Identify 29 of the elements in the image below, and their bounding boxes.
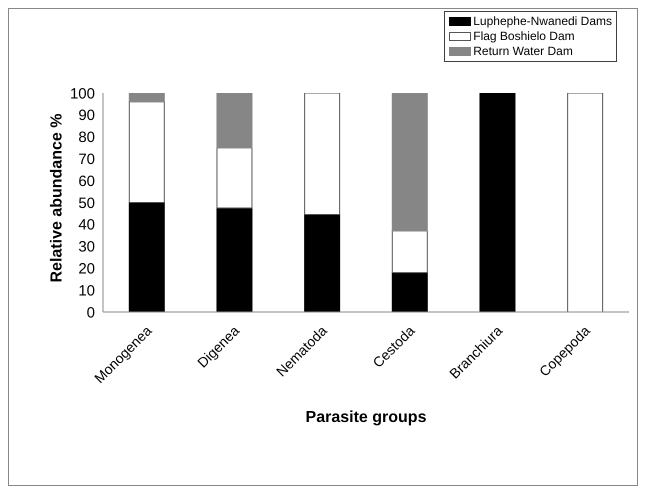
y-axis-title: Relative abundance % [48, 114, 66, 282]
bar [304, 214, 340, 312]
bar [216, 207, 252, 312]
bar [304, 93, 340, 216]
y-tick-label: 60 [78, 172, 95, 190]
y-tick-label: 10 [78, 282, 95, 300]
legend-label: Return Water Dam [473, 44, 573, 59]
y-tick-label: 90 [78, 107, 95, 124]
y-tick-label: 40 [78, 216, 95, 234]
y-tick-label: 100 [70, 85, 95, 102]
y-tick-label: 30 [78, 238, 95, 256]
y-tick-label: 20 [78, 260, 95, 278]
bar [567, 93, 604, 312]
bar [392, 93, 428, 232]
y-tick-label: 80 [78, 129, 95, 146]
bar [216, 147, 252, 208]
legend-label: Flag Boshielo Dam [473, 29, 575, 44]
bar [392, 230, 428, 274]
bar [479, 93, 516, 312]
bar [216, 93, 252, 148]
x-axis-title: Parasite groups [306, 409, 427, 426]
legend-label: Luphephe-Nwanedi Dams [473, 14, 612, 29]
y-tick-label: 0 [86, 304, 95, 322]
bar [128, 101, 165, 203]
y-tick-label: 50 [78, 194, 95, 212]
bar [128, 93, 165, 102]
y-tick-label: 70 [78, 151, 95, 168]
bar [128, 202, 165, 312]
bar [392, 272, 428, 312]
